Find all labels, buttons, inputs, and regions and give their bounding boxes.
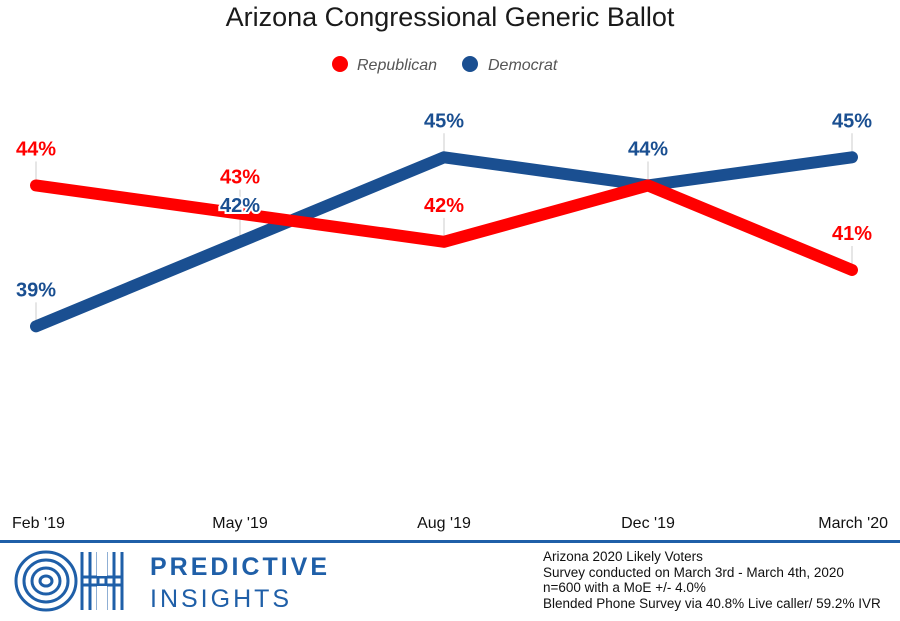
x-tick-label: Aug '19	[417, 515, 471, 532]
data-label-republican: 42%	[424, 195, 464, 217]
oh-logo-icon	[14, 550, 124, 612]
data-label-democrat: 45%	[424, 110, 464, 132]
data-label-democrat: 42%	[220, 195, 260, 217]
data-label-republican: 44%	[628, 138, 668, 160]
series-line-democrat	[30, 151, 858, 333]
x-tick-label: Feb '19	[12, 515, 65, 532]
data-label-republican: 43%	[220, 167, 260, 189]
data-label-democrat: 44%	[628, 138, 668, 160]
survey-note: n=600 with a MoE +/- 4.0%	[543, 580, 706, 595]
survey-note: Blended Phone Survey via 40.8% Live call…	[543, 595, 881, 611]
data-label-democrat: 45%	[832, 110, 872, 132]
legend-label-democrat: Democrat	[488, 57, 558, 74]
survey-notes: Arizona 2020 Likely Voters Survey conduc…	[543, 549, 881, 611]
series-line-republican	[30, 179, 858, 276]
data-label-republican: 44%	[16, 138, 56, 160]
data-label-democrat: 39%	[16, 279, 56, 301]
chart-title: Arizona Congressional Generic Ballot	[225, 2, 675, 32]
brand-predictive: PREDICTIVE	[150, 553, 331, 581]
brand-insights: INSIGHTS	[150, 585, 293, 613]
survey-note: Survey conducted on March 3rd - March 4t…	[543, 564, 844, 580]
line-chart: Republican Democrat Feb '19 May '19 Aug '19 D…	[12, 56, 888, 532]
data-label-republican: 41%	[832, 223, 872, 245]
legend-label-republican: Republican	[357, 57, 437, 74]
legend-marker-republican	[332, 56, 348, 72]
x-tick-label: May '19	[212, 515, 268, 532]
x-tick-label: March '20	[818, 515, 888, 532]
survey-note: Arizona 2020 Likely Voters	[543, 549, 703, 564]
footer-divider	[0, 540, 900, 543]
legend-marker-democrat	[462, 56, 478, 72]
x-tick-label: Dec '19	[621, 515, 675, 532]
